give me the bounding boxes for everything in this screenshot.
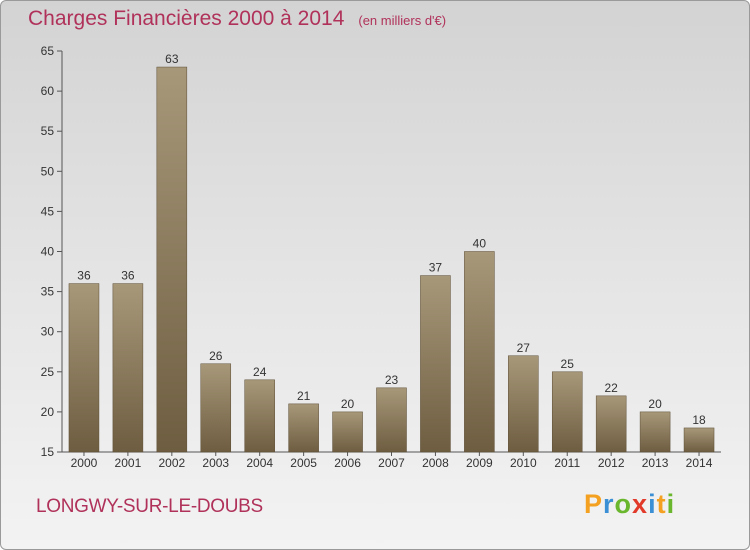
data-label-2013: 20 xyxy=(648,397,662,411)
data-label-2004: 24 xyxy=(253,365,267,379)
bar-2007 xyxy=(376,387,407,453)
bar-2014 xyxy=(683,427,715,453)
bar-2013 xyxy=(639,411,671,453)
bar-2005 xyxy=(288,403,319,453)
y-tick-label: 15 xyxy=(41,445,55,459)
data-label-2010: 27 xyxy=(517,341,531,355)
x-tick-label-2011: 2011 xyxy=(554,456,580,470)
data-label-2007: 23 xyxy=(385,373,399,387)
data-label-2012: 22 xyxy=(604,381,618,395)
data-label-2008: 37 xyxy=(429,261,443,275)
chart-subtitle: (en milliers d'€) xyxy=(358,13,447,28)
logo-letter: x xyxy=(632,489,649,519)
bar-2008 xyxy=(420,275,451,453)
bar-2011 xyxy=(551,371,583,453)
y-tick-label: 40 xyxy=(41,245,55,259)
data-label-2002: 63 xyxy=(165,52,179,66)
logo-letter: t xyxy=(656,489,667,519)
data-label-2003: 26 xyxy=(209,349,223,363)
x-tick-label-2014: 2014 xyxy=(686,456,713,470)
bar-2003 xyxy=(200,363,232,453)
data-label-2009: 40 xyxy=(473,237,487,251)
logo-letter: P xyxy=(584,489,604,519)
data-label-2014: 18 xyxy=(692,413,706,427)
data-label-2000: 36 xyxy=(77,269,91,283)
data-label-2001: 36 xyxy=(121,269,135,283)
x-tick-label-2005: 2005 xyxy=(290,456,317,470)
data-label-2006: 20 xyxy=(341,397,355,411)
x-tick-label-2004: 2004 xyxy=(246,456,273,470)
logo-letter: r xyxy=(603,489,615,519)
x-tick-label-2003: 2003 xyxy=(202,456,229,470)
y-tick-label: 35 xyxy=(41,285,55,299)
bar-2012 xyxy=(595,395,627,453)
logo-letter: i xyxy=(666,489,676,519)
chart-title: Charges Financières 2000 à 2014 (en milli… xyxy=(28,7,446,31)
x-tick-label-2013: 2013 xyxy=(642,456,669,470)
x-tick-label-2000: 2000 xyxy=(71,456,98,470)
data-label-2005: 21 xyxy=(297,389,311,403)
bar-2001 xyxy=(112,283,144,453)
y-tick-label: 25 xyxy=(41,365,55,379)
bar-2009 xyxy=(464,251,495,453)
logo-letter: o xyxy=(614,489,633,519)
bar-2010 xyxy=(508,355,539,453)
bar-2000 xyxy=(68,283,100,453)
x-tick-label-2001: 2001 xyxy=(115,456,142,470)
x-tick-label-2010: 2010 xyxy=(510,456,537,470)
y-tick-label: 30 xyxy=(41,325,55,339)
proxiti-logo: Proxiti xyxy=(584,489,675,520)
data-label-2011: 25 xyxy=(561,357,575,371)
x-tick-label-2006: 2006 xyxy=(334,456,361,470)
y-tick-label: 60 xyxy=(41,84,55,98)
y-tick-label: 50 xyxy=(41,164,55,178)
bar-2004 xyxy=(244,379,275,453)
y-tick-label: 65 xyxy=(41,44,55,58)
bar-2006 xyxy=(332,411,363,453)
y-tick-label: 45 xyxy=(41,204,55,218)
commune-name: LONGWY-SUR-LE-DOUBS xyxy=(36,496,263,517)
y-tick-label: 55 xyxy=(41,124,55,138)
x-tick-label-2007: 2007 xyxy=(378,456,405,470)
logo-letter: i xyxy=(648,489,657,519)
y-tick-label: 20 xyxy=(41,405,55,419)
bar-2002 xyxy=(156,66,188,453)
x-tick-label-2008: 2008 xyxy=(422,456,449,470)
x-tick-label-2002: 2002 xyxy=(158,456,185,470)
x-tick-label-2009: 2009 xyxy=(466,456,493,470)
x-tick-label-2012: 2012 xyxy=(598,456,625,470)
chart-title-text: Charges Financières 2000 à 2014 xyxy=(28,7,345,30)
